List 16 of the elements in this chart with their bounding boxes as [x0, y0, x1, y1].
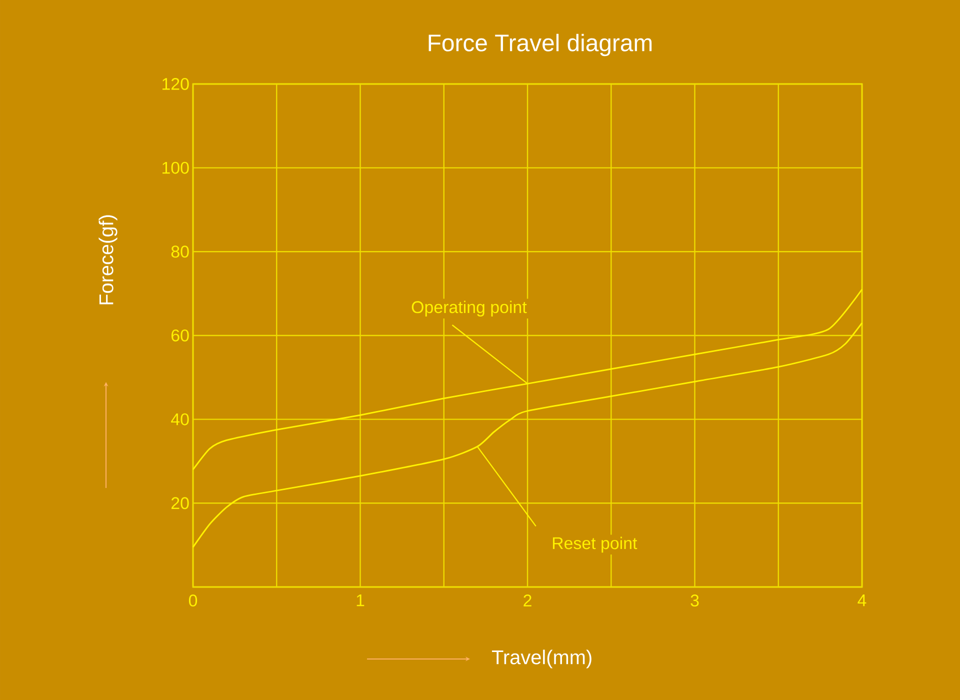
y-tick-label: 100	[162, 162, 189, 174]
x-axis-title: Travel(mm)	[492, 650, 592, 668]
x-tick-label: 1	[356, 594, 364, 606]
y-tick-label: 40	[171, 413, 189, 426]
x-tick-label: 4	[858, 594, 866, 606]
y-tick-label: 120	[162, 78, 189, 90]
x-tick-label: 3	[690, 594, 699, 606]
annotation: Operating point	[412, 300, 527, 317]
annotation: Reset point	[552, 536, 638, 553]
y-tick-label: 80	[171, 246, 189, 258]
y-tick-label: 20	[172, 497, 189, 510]
chart-title: Force Travel diagram	[428, 34, 652, 56]
x-tick-label: 2	[524, 594, 532, 606]
y-axis-title: Forece(gf)	[98, 215, 118, 304]
x-tick-label: 0	[188, 594, 198, 606]
y-tick-label: 60	[172, 329, 189, 342]
